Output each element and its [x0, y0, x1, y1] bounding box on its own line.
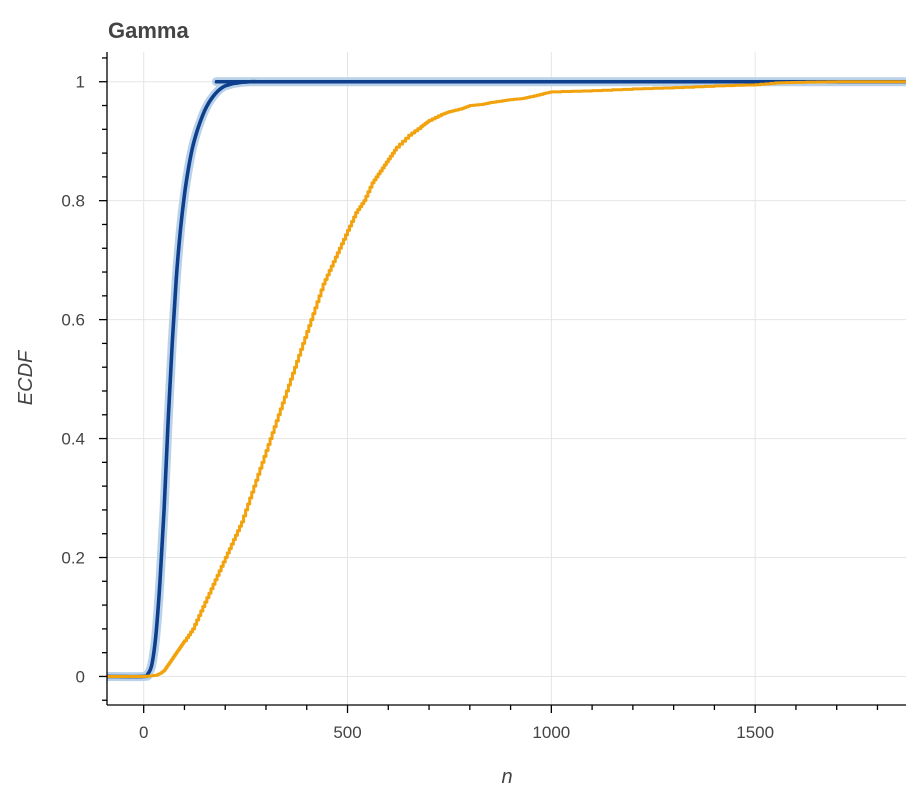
x-tick-label: 1000: [532, 723, 570, 742]
y-tick-label: 0: [76, 667, 85, 686]
y-axis-label: ECDF: [15, 349, 37, 405]
series-0-line: [107, 82, 906, 677]
x-axis-label: n: [501, 766, 512, 788]
y-tick-label: 0.4: [61, 430, 85, 449]
y-tick-label: 0.6: [61, 311, 85, 330]
x-tick-label: 500: [333, 723, 361, 742]
series-1-line: [107, 82, 906, 677]
grid: [107, 52, 906, 705]
y-tick-label: 0.2: [61, 549, 85, 568]
plot-area: [107, 82, 906, 677]
x-tick-label: 0: [139, 723, 148, 742]
y-tick-label: 0.8: [61, 192, 85, 211]
series-0-band: [107, 82, 906, 677]
x-tick-label: 1500: [736, 723, 774, 742]
series-group: [107, 82, 906, 677]
y-tick-label: 1: [76, 73, 85, 92]
chart-title: Gamma: [108, 18, 189, 43]
